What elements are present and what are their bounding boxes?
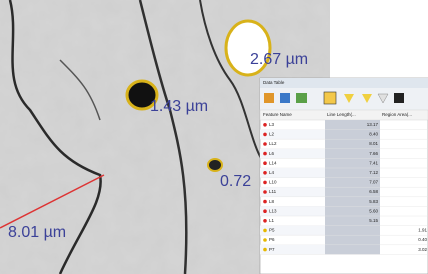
row-dot: [263, 152, 267, 156]
feature-name: P5: [269, 228, 275, 233]
panel-title: Data Table: [263, 80, 285, 85]
row-dot: [263, 238, 267, 242]
tool-icon[interactable]: [394, 93, 404, 103]
feature-name: L2: [269, 132, 275, 137]
row-dot: [263, 181, 267, 185]
row-dot: [263, 123, 267, 127]
region-area: 3.02: [418, 247, 427, 252]
row-dot: [263, 200, 267, 204]
measure-label: 1.43 µm: [150, 98, 208, 115]
feature-name: L3: [269, 122, 275, 127]
measure-label: 8.01 µm: [8, 224, 66, 241]
row-dot: [263, 248, 267, 252]
row-dot: [263, 219, 267, 223]
feature-name: L10: [269, 180, 277, 185]
feature-name: L4: [269, 170, 275, 175]
screenshot: 2.67 µm 1.43 µm 0.72 8.01 µm Data Table …: [0, 0, 428, 274]
line-length: 7.66: [369, 151, 378, 156]
line-length: 5.60: [369, 208, 378, 213]
row-dot: [263, 229, 267, 233]
tool-icon[interactable]: [280, 93, 290, 103]
tool-icon[interactable]: [296, 93, 307, 103]
feature-name: L14: [269, 160, 277, 165]
line-length: 5.83: [369, 199, 378, 204]
line-length: 5.15: [369, 218, 378, 223]
tool-icon[interactable]: [324, 92, 336, 104]
column-header: Line Length(...: [327, 112, 356, 117]
column-header: Region Area(...: [382, 112, 412, 117]
row-dot: [263, 133, 267, 137]
line-length: 7.07: [369, 180, 378, 185]
measure-label: 2.67 µm: [250, 51, 308, 68]
row-dot: [263, 171, 267, 175]
line-length: 6.58: [369, 189, 378, 194]
feature-name: LL2: [269, 141, 277, 146]
row-dot: [263, 161, 267, 165]
row-dot: [263, 190, 267, 194]
line-length: 13.17: [367, 122, 379, 127]
feature-name: L8: [269, 199, 275, 204]
feature-name: L1: [269, 218, 275, 223]
line-length: 7.12: [369, 170, 378, 175]
row-dot: [263, 142, 267, 146]
feature-name: P6: [269, 237, 275, 242]
line-length: 8.40: [369, 132, 378, 137]
column-header: Feature Name: [263, 112, 292, 117]
feature-name: L13: [269, 208, 277, 213]
feature-name: P7: [269, 247, 275, 252]
line-length: 8.01: [369, 141, 378, 146]
region-area: 1.91: [418, 228, 427, 233]
tool-icon[interactable]: [264, 93, 274, 103]
region-area: 0.40: [418, 237, 427, 242]
line-length: 7.41: [369, 160, 378, 165]
row-dot: [263, 209, 267, 213]
feature-name: L11: [269, 189, 277, 194]
measure-label: 0.72: [220, 173, 251, 190]
feature-name: L6: [269, 151, 275, 156]
